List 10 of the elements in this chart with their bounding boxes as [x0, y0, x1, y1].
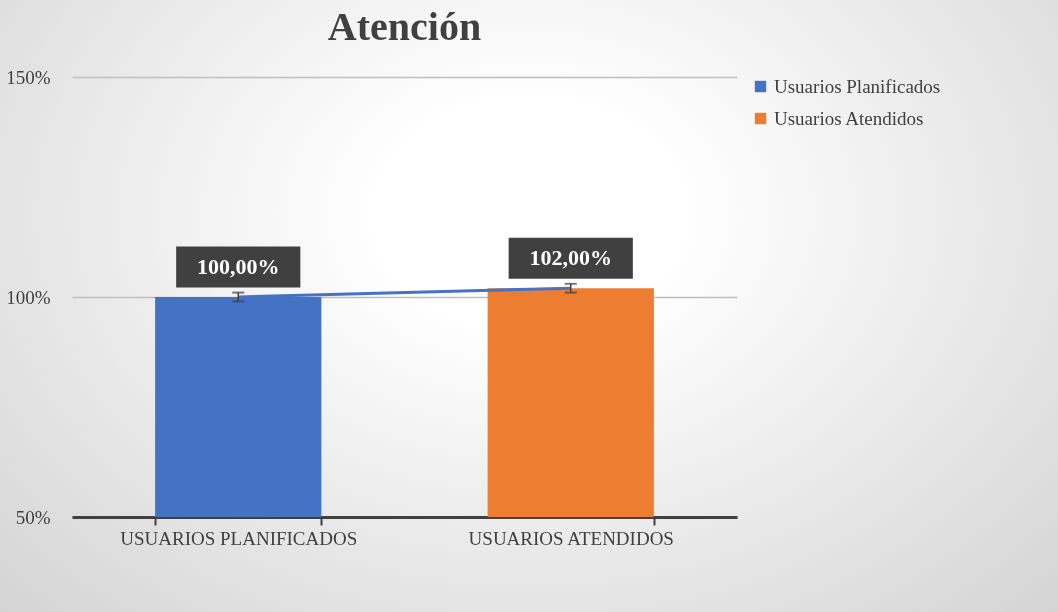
data-label: 100,00%	[197, 254, 280, 279]
x-tick-label: USUARIOS PLANIFICADOS	[120, 527, 358, 549]
legend-label: Usuarios Atendidos	[774, 107, 924, 129]
y-tick-label: 50%	[15, 506, 51, 528]
x-tick-label: USUARIOS ATENDIDOS	[468, 527, 674, 549]
y-tick-label: 100%	[6, 286, 51, 308]
y-tick-label: 150%	[6, 66, 51, 88]
legend-label: Usuarios Planificados	[774, 75, 941, 97]
data-label: 102,00%	[529, 245, 612, 271]
chart-title: Atención	[327, 4, 482, 49]
